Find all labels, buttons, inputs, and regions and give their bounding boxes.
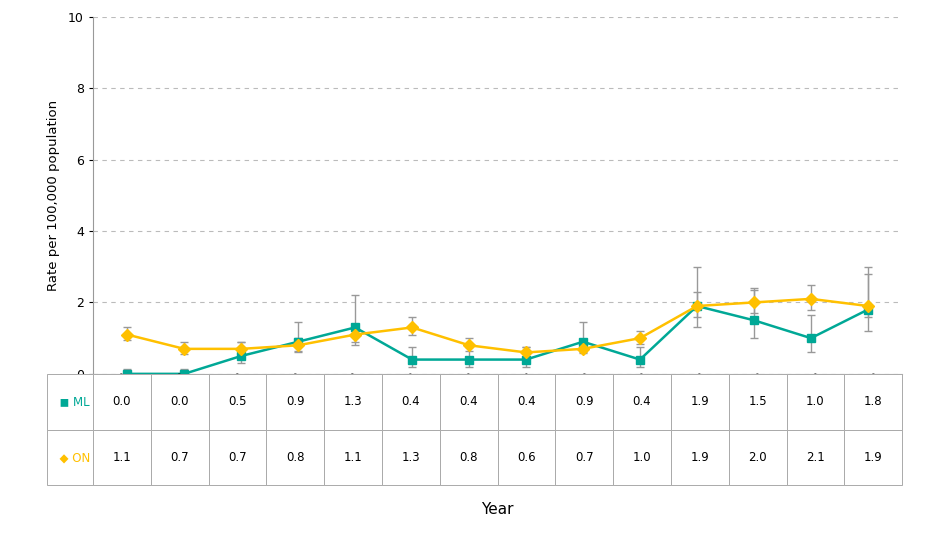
Y-axis label: Rate per 100,000 population: Rate per 100,000 population [46, 100, 60, 291]
Text: Year: Year [482, 502, 513, 517]
